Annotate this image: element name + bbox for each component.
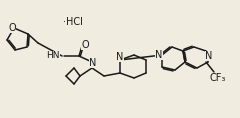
Text: O: O (81, 40, 89, 50)
Text: CF₃: CF₃ (210, 73, 226, 83)
Text: N: N (89, 58, 97, 68)
Text: O: O (8, 23, 16, 33)
Text: N: N (155, 50, 163, 60)
Text: N: N (116, 52, 124, 62)
Text: N: N (205, 51, 213, 61)
Text: HN: HN (47, 51, 60, 61)
Text: ·HCl: ·HCl (63, 17, 83, 27)
